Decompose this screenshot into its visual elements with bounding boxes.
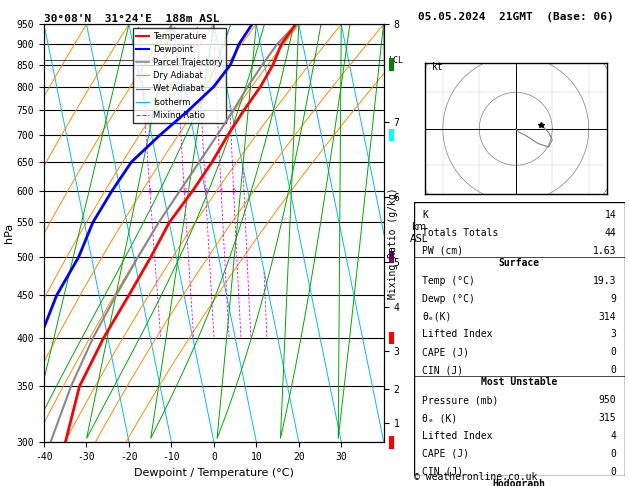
Text: Lifted Index: Lifted Index	[422, 330, 493, 339]
Text: CAPE (J): CAPE (J)	[422, 449, 469, 459]
Text: 3: 3	[203, 188, 208, 194]
Y-axis label: km
ASL: km ASL	[409, 223, 428, 244]
Text: 19.3: 19.3	[593, 276, 616, 286]
Text: PW (cm): PW (cm)	[422, 245, 464, 256]
Text: Dewp (°C): Dewp (°C)	[422, 294, 475, 304]
Text: 2: 2	[182, 188, 186, 194]
Legend: Temperature, Dewpoint, Parcel Trajectory, Dry Adiabat, Wet Adiabat, Isotherm, Mi: Temperature, Dewpoint, Parcel Trajectory…	[133, 29, 226, 123]
Text: Lifted Index: Lifted Index	[422, 431, 493, 441]
Text: Totals Totals: Totals Totals	[422, 228, 499, 238]
Text: K: K	[422, 210, 428, 220]
Text: kt: kt	[432, 63, 443, 72]
Text: 5: 5	[231, 188, 236, 194]
Text: 4: 4	[219, 188, 223, 194]
Text: Surface: Surface	[499, 258, 540, 268]
Text: 14: 14	[604, 210, 616, 220]
Text: CIN (J): CIN (J)	[422, 365, 464, 375]
Text: 30°08'N  31°24'E  188m ASL: 30°08'N 31°24'E 188m ASL	[44, 14, 220, 23]
Text: Most Unstable: Most Unstable	[481, 378, 557, 387]
Text: 05.05.2024  21GMT  (Base: 06): 05.05.2024 21GMT (Base: 06)	[418, 12, 614, 22]
Text: 3: 3	[610, 330, 616, 339]
Text: CAPE (J): CAPE (J)	[422, 347, 469, 357]
Text: Hodograph: Hodograph	[493, 479, 546, 486]
Text: 44: 44	[604, 228, 616, 238]
Text: LCL: LCL	[388, 56, 403, 65]
Text: 314: 314	[599, 312, 616, 322]
Text: 0: 0	[610, 365, 616, 375]
Text: 0: 0	[610, 449, 616, 459]
Text: 0: 0	[610, 347, 616, 357]
Text: θₑ(K): θₑ(K)	[422, 312, 452, 322]
Text: 1.63: 1.63	[593, 245, 616, 256]
Text: CIN (J): CIN (J)	[422, 467, 464, 477]
Text: θₑ (K): θₑ (K)	[422, 413, 457, 423]
Text: 0: 0	[610, 467, 616, 477]
Text: 950: 950	[599, 395, 616, 405]
X-axis label: Dewpoint / Temperature (°C): Dewpoint / Temperature (°C)	[134, 468, 294, 478]
Text: 9: 9	[610, 294, 616, 304]
Text: Temp (°C): Temp (°C)	[422, 276, 475, 286]
Text: 4: 4	[610, 431, 616, 441]
Text: Mixing Ratio (g/kg): Mixing Ratio (g/kg)	[388, 187, 398, 299]
Text: 315: 315	[599, 413, 616, 423]
Text: 1: 1	[148, 188, 152, 194]
Y-axis label: hPa: hPa	[4, 223, 14, 243]
Text: © weatheronline.co.uk: © weatheronline.co.uk	[414, 472, 537, 482]
Text: Pressure (mb): Pressure (mb)	[422, 395, 499, 405]
